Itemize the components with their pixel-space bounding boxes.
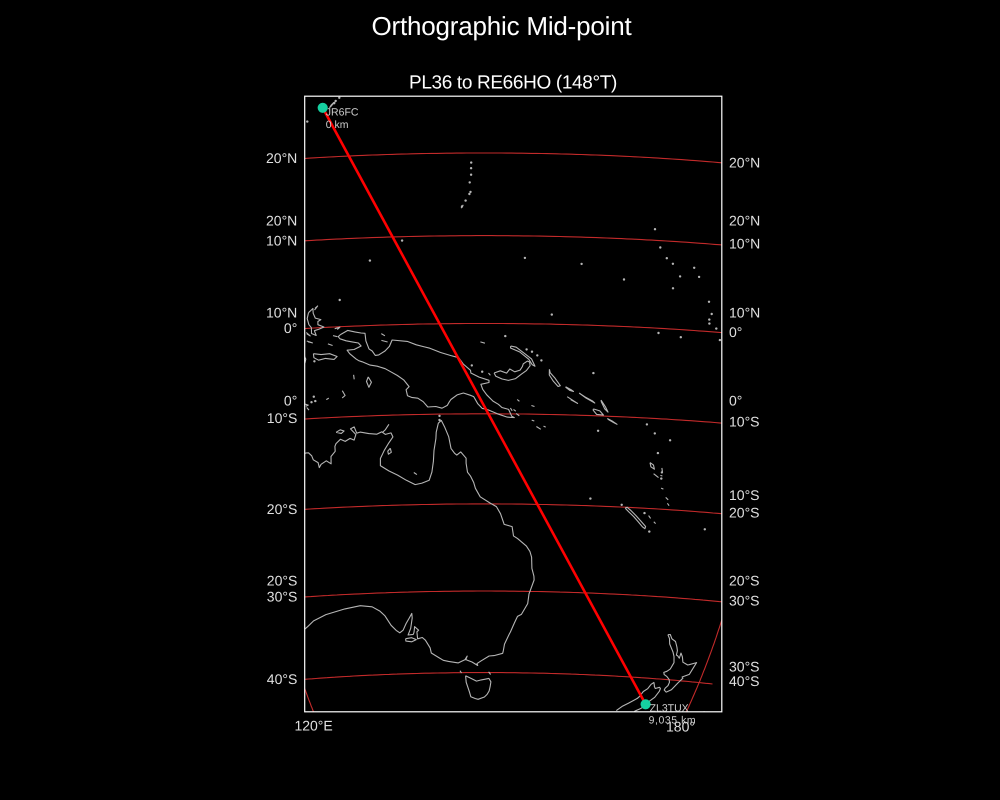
svg-text:0°: 0° — [729, 324, 742, 340]
svg-text:20°N: 20°N — [729, 213, 760, 229]
svg-text:10°S: 10°S — [267, 410, 298, 426]
svg-text:0 km: 0 km — [326, 119, 349, 131]
svg-text:30°S: 30°S — [729, 658, 760, 674]
svg-text:Orthographic Mid-point: Orthographic Mid-point — [371, 11, 632, 41]
svg-text:180°: 180° — [666, 719, 695, 735]
svg-text:0°: 0° — [284, 320, 297, 336]
svg-text:10°N: 10°N — [729, 236, 760, 252]
svg-text:40°S: 40°S — [729, 673, 760, 689]
svg-text:0°: 0° — [284, 393, 297, 409]
svg-text:120°E: 120°E — [294, 718, 332, 734]
svg-text:20°N: 20°N — [729, 154, 760, 170]
svg-text:JR6FC: JR6FC — [326, 106, 359, 118]
svg-text:10°S: 10°S — [729, 487, 760, 503]
svg-text:9,035 km: 9,035 km — [649, 714, 697, 726]
svg-text:ZL3TUX: ZL3TUX — [650, 702, 689, 714]
svg-text:10°N: 10°N — [729, 304, 760, 320]
svg-text:20°S: 20°S — [267, 501, 298, 517]
svg-text:30°S: 30°S — [729, 593, 760, 609]
svg-text:10°N: 10°N — [266, 304, 297, 320]
svg-text:PL36 to RE66HO (148°T): PL36 to RE66HO (148°T) — [409, 73, 617, 94]
svg-text:20°S: 20°S — [729, 505, 760, 521]
svg-text:10°S: 10°S — [729, 414, 760, 430]
svg-text:30°S: 30°S — [267, 589, 298, 605]
svg-text:20°S: 20°S — [267, 572, 298, 588]
svg-text:10°N: 10°N — [266, 232, 297, 248]
svg-text:20°S: 20°S — [729, 572, 760, 588]
svg-text:40°S: 40°S — [267, 671, 298, 687]
svg-text:20°N: 20°N — [266, 150, 297, 166]
svg-text:20°N: 20°N — [266, 213, 297, 229]
svg-text:0°: 0° — [729, 393, 742, 409]
